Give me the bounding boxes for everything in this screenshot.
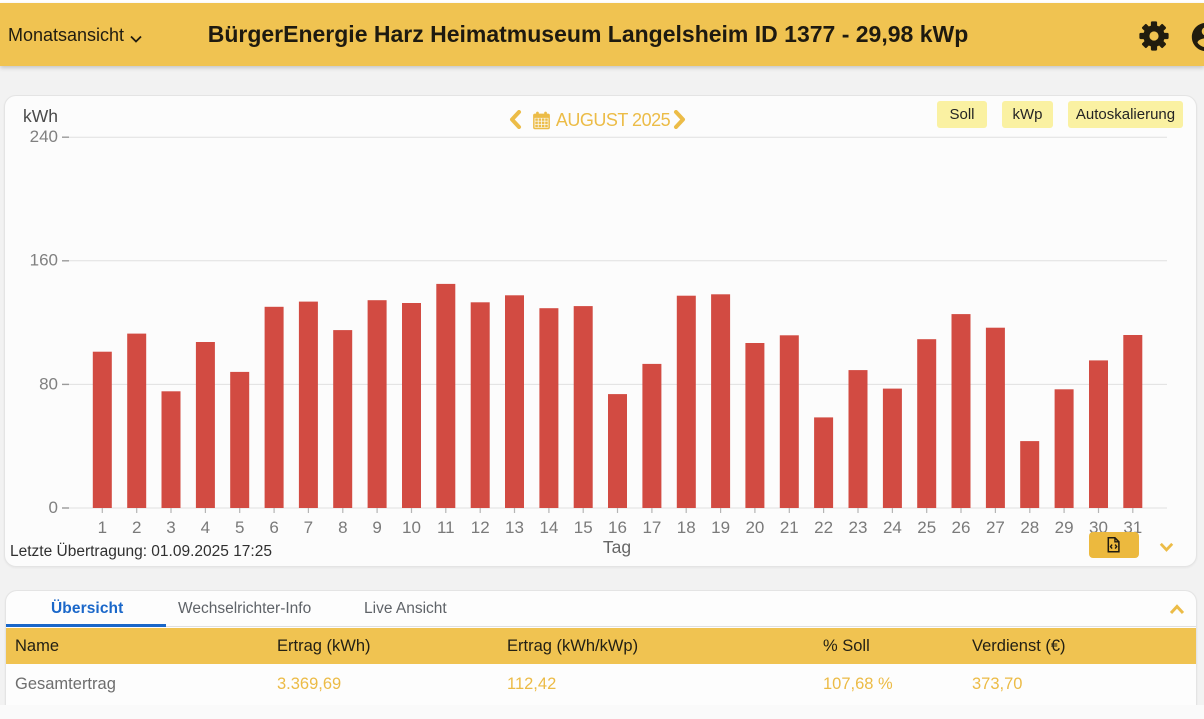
svg-text:Tag: Tag	[603, 537, 631, 557]
svg-text:3: 3	[166, 518, 175, 537]
svg-text:80: 80	[39, 374, 58, 393]
svg-text:14: 14	[539, 518, 558, 537]
svg-text:11: 11	[437, 518, 455, 537]
svg-text:21: 21	[780, 518, 799, 537]
svg-text:4: 4	[201, 518, 210, 537]
svg-text:29: 29	[1055, 518, 1074, 537]
svg-text:18: 18	[677, 518, 696, 537]
svg-text:20: 20	[745, 518, 764, 537]
svg-text:22: 22	[814, 518, 833, 537]
svg-text:19: 19	[711, 518, 730, 537]
svg-text:6: 6	[269, 518, 278, 537]
svg-text:15: 15	[574, 518, 593, 537]
svg-text:27: 27	[986, 518, 1005, 537]
svg-text:160: 160	[30, 251, 58, 270]
svg-text:0: 0	[49, 498, 58, 517]
svg-text:12: 12	[471, 518, 490, 537]
svg-text:25: 25	[917, 518, 936, 537]
svg-text:13: 13	[505, 518, 524, 537]
svg-text:10: 10	[402, 518, 421, 537]
svg-text:2: 2	[132, 518, 141, 537]
svg-text:1: 1	[98, 518, 107, 537]
svg-text:17: 17	[642, 518, 661, 537]
svg-text:240: 240	[30, 127, 58, 146]
svg-text:24: 24	[883, 518, 902, 537]
svg-text:8: 8	[338, 518, 347, 537]
svg-text:5: 5	[235, 518, 244, 537]
svg-text:28: 28	[1020, 518, 1039, 537]
svg-text:9: 9	[372, 518, 381, 537]
svg-text:16: 16	[608, 518, 627, 537]
svg-text:26: 26	[952, 518, 971, 537]
svg-text:23: 23	[849, 518, 868, 537]
svg-text:7: 7	[304, 518, 313, 537]
